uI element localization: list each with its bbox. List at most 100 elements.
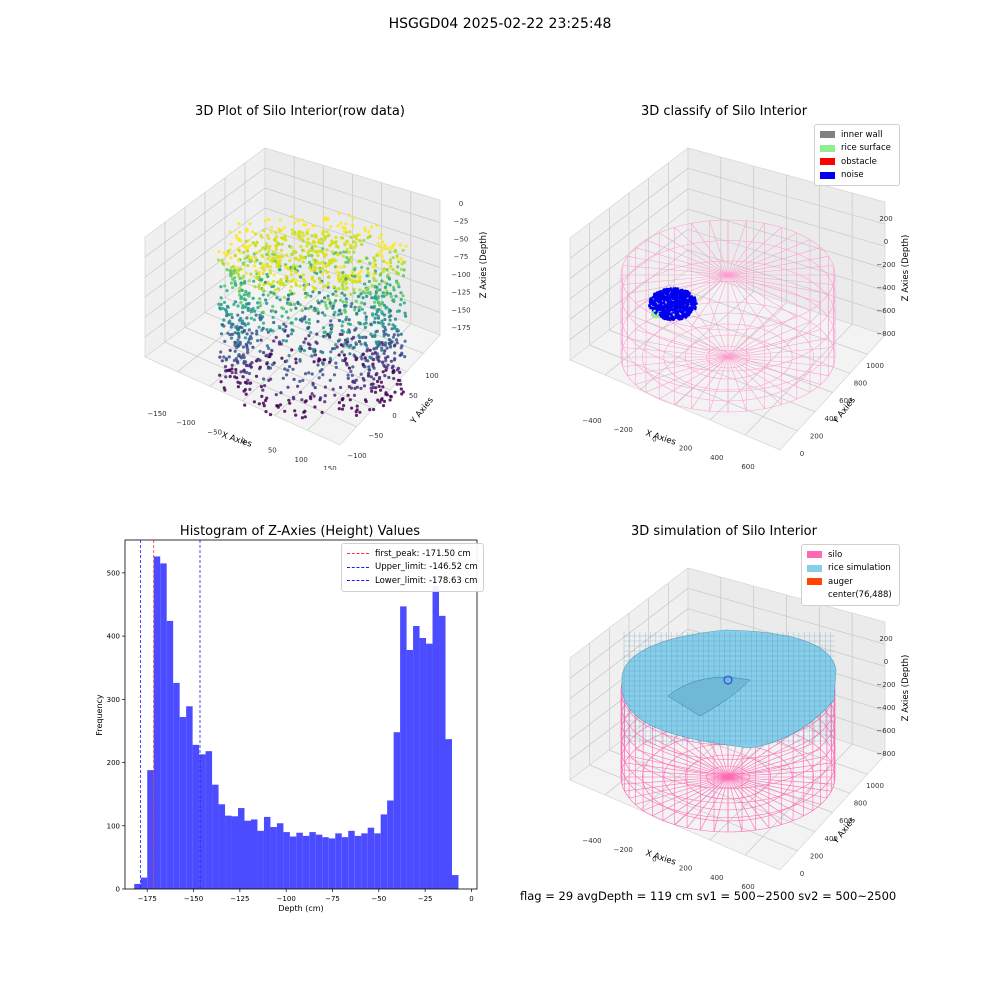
scatter-point [289, 308, 293, 312]
scatter-point [378, 236, 382, 240]
scatter-point [341, 287, 345, 291]
scatter-point [282, 226, 286, 230]
noise-point [654, 299, 657, 302]
scatter-point [352, 345, 356, 350]
histogram-bar [179, 717, 187, 889]
histogram-bar [413, 625, 420, 889]
scatter-point [297, 258, 301, 262]
histogram-bar [160, 563, 167, 889]
scatter-point [344, 277, 348, 281]
panel2-title: 3D classify of Silo Interior [640, 104, 808, 119]
scatter-point [382, 329, 386, 333]
scatter-point [219, 302, 223, 307]
histogram-bar [445, 739, 452, 889]
panel4-z-tick: 200 [879, 635, 892, 643]
scatter-point [281, 338, 285, 343]
scatter-point [334, 299, 338, 303]
legend-label: rice simulation [828, 563, 891, 574]
scatter-point [300, 309, 304, 313]
scatter-point [261, 310, 265, 314]
scatter-point [358, 288, 362, 292]
scatter-point [347, 318, 351, 322]
scatter-point [326, 297, 330, 301]
scatter-point [386, 261, 390, 265]
scatter-point [337, 271, 341, 275]
legend-label: noise [841, 170, 864, 181]
scatter-point [238, 276, 242, 281]
scatter-point [401, 294, 405, 298]
scatter-point [246, 264, 250, 268]
histogram-x-axis-label: Depth (cm) [278, 904, 323, 913]
scatter-point [381, 291, 385, 295]
scatter-point [349, 255, 353, 260]
scatter-point [352, 287, 356, 291]
scatter-point [303, 400, 307, 404]
scatter-point [390, 327, 394, 331]
scatter-point [325, 230, 329, 234]
scatter-point [308, 241, 312, 246]
scatter-point [226, 249, 230, 253]
histogram-bar [289, 836, 297, 889]
scatter-point [241, 304, 245, 308]
scatter-point [262, 229, 266, 233]
noise-point [681, 315, 684, 319]
histogram-bar [315, 834, 323, 889]
scatter-point [248, 222, 252, 226]
scatter-point [353, 305, 357, 309]
panel2-noise-points [648, 287, 698, 321]
scatter-point [285, 373, 289, 377]
silo-spoke [727, 309, 782, 358]
noise-point [648, 304, 651, 308]
histogram-bar [199, 754, 206, 889]
scatter-point [383, 317, 387, 322]
scatter-point [373, 269, 377, 273]
scatter-point [220, 323, 224, 327]
silo-spoke [691, 356, 729, 409]
scatter-point [341, 320, 345, 324]
footer-stats: flag = 29 avgDepth = 119 cm sv1 = 500~25… [520, 889, 897, 903]
panel4-z-tick: −800 [876, 750, 895, 758]
noise-point [674, 290, 677, 294]
scatter-point [256, 339, 260, 343]
scatter-point [286, 334, 290, 338]
scatter-point [286, 279, 290, 283]
scatter-point [375, 371, 379, 376]
noise-point [693, 305, 697, 309]
obstacle-swatch [820, 158, 835, 166]
scatter-point [348, 230, 352, 234]
legend-label: Lower_limit: -178.63 cm [375, 575, 478, 586]
scatter-point [274, 231, 278, 235]
scatter-point [364, 318, 368, 322]
scatter-point [272, 279, 276, 284]
scatter-point [362, 384, 367, 388]
y-tick-label: 100 [107, 822, 120, 830]
scatter-point [311, 258, 315, 262]
scatter-point [316, 311, 320, 315]
scatter-point [227, 355, 231, 359]
scatter-point [265, 396, 269, 400]
scatter-point [221, 306, 225, 311]
scatter-point [245, 363, 249, 367]
scatter-point [317, 376, 321, 380]
silo-spoke [727, 274, 811, 311]
scatter-point [294, 317, 298, 321]
scatter-point [391, 364, 395, 368]
scatter-point [237, 335, 241, 339]
noise-point [659, 307, 663, 311]
scatter-point [344, 282, 348, 286]
scatter-point [284, 310, 289, 314]
noise-point [663, 309, 667, 312]
silo-floor-ring [684, 334, 772, 380]
panel2-3d-classify: −400 −200 0 200 400 600 0 200 400 600 800 1000 200 0 −… [569, 147, 911, 470]
panel2-legend: inner wall rice surface obstacle noise [814, 124, 900, 186]
scatter-point [268, 366, 272, 370]
panel1-y-tick: 50 [409, 392, 418, 400]
x-tick-label: −150 [184, 895, 203, 903]
scatter-point [350, 406, 354, 410]
rice-surface-point [655, 316, 658, 319]
scatter-point [294, 357, 298, 361]
scatter-point [313, 386, 317, 390]
noise-point [674, 295, 677, 298]
scatter-point [250, 230, 255, 234]
scatter-point [303, 291, 307, 295]
